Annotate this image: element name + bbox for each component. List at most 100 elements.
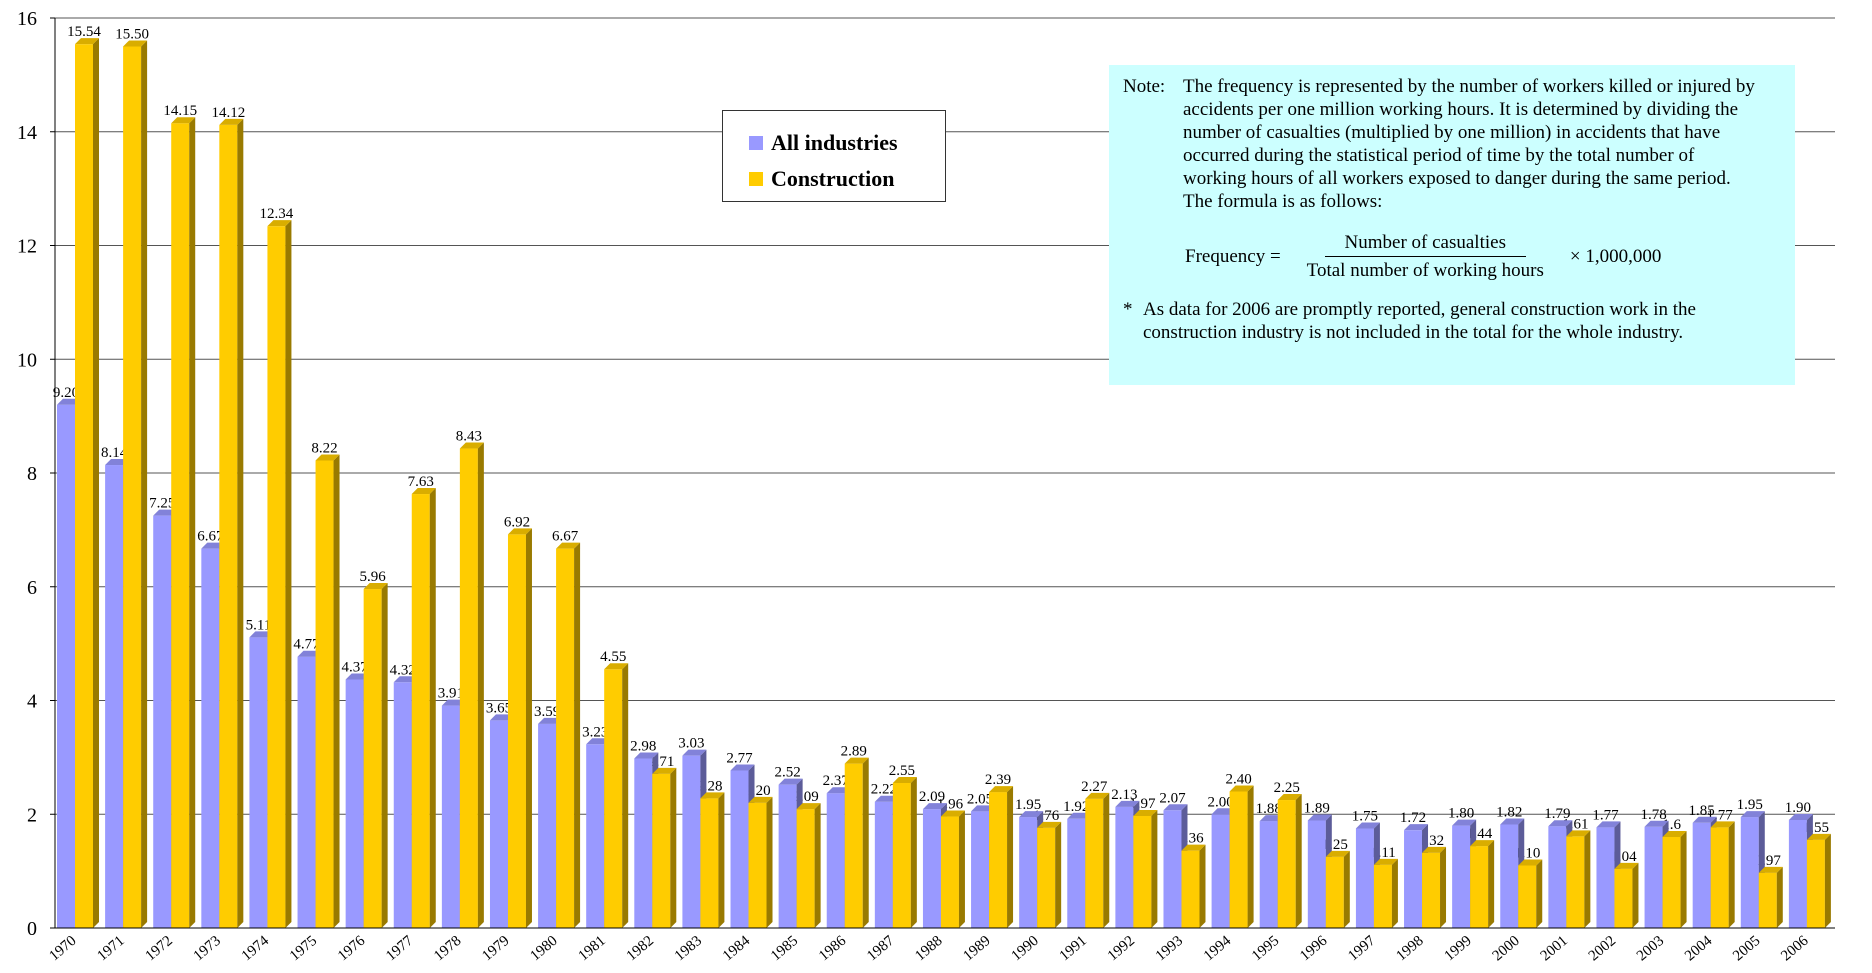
bar-construction-2006: [1806, 839, 1825, 928]
bar-construction-1980: [556, 548, 575, 928]
data-label-all-industries-1979: 3.65: [486, 700, 512, 716]
note-box: Note: The frequency is represented by th…: [1109, 65, 1795, 385]
x-tick-label-1973: 1973: [191, 933, 224, 965]
bar-all-industries-1984: [730, 770, 749, 928]
bar-top-all-industries-1992: [1115, 800, 1140, 807]
data-label-construction-1975: 8.22: [311, 440, 337, 456]
y-tick-label: 14: [17, 122, 37, 144]
footnote-mark: *: [1123, 299, 1133, 320]
data-label-all-industries-1998: 1.72: [1400, 810, 1426, 826]
bar-top-construction-1971: [123, 40, 148, 47]
bar-top-all-industries-1997: [1355, 822, 1380, 829]
x-tick-label-2001: 2001: [1538, 933, 1571, 965]
data-label-construction-1994: 2.40: [1225, 772, 1251, 788]
bar-side-construction-2000: [1536, 859, 1543, 928]
bar-side-construction-1999: [1488, 840, 1495, 928]
bar-side-construction-1997: [1391, 858, 1398, 928]
bar-all-industries-1974: [249, 637, 268, 928]
bar-all-industries-1986: [826, 793, 845, 928]
bar-top-all-industries-1985: [778, 778, 803, 785]
bar-top-all-industries-2003: [1644, 820, 1669, 827]
bar-all-industries-1993: [1163, 810, 1182, 928]
bar-side-construction-2005: [1776, 866, 1783, 928]
bar-top-construction-2001: [1566, 830, 1591, 837]
bar-construction-2004: [1710, 827, 1729, 928]
data-label-all-industries-1974: 5.11: [246, 617, 272, 633]
data-label-all-industries-2001: 1.79: [1544, 806, 1570, 822]
bar-top-construction-2005: [1758, 866, 1783, 873]
bar-all-industries-1992: [1115, 806, 1134, 928]
bar-all-industries-1980: [538, 723, 557, 928]
bar-side-construction-1988: [958, 810, 965, 928]
bar-construction-1989: [989, 792, 1008, 928]
data-label-all-industries-2000: 1.82: [1496, 804, 1522, 820]
data-label-all-industries-1991: 1.92: [1063, 799, 1089, 815]
bar-all-industries-1975: [297, 656, 316, 928]
bar-top-construction-1979: [507, 528, 532, 535]
footnote-text: As data for 2006 are promptly reported, …: [1143, 299, 1696, 343]
data-label-all-industries-1978: 3.91: [438, 686, 464, 702]
bar-top-construction-1998: [1422, 846, 1447, 853]
bar-all-industries-2006: [1788, 819, 1807, 928]
bar-top-construction-1981: [604, 663, 629, 670]
bar-top-construction-2004: [1710, 821, 1735, 828]
x-tick-label-1983: 1983: [672, 933, 705, 965]
x-tick-label-1974: 1974: [239, 932, 273, 964]
bar-top-construction-1977: [411, 488, 436, 495]
data-label-construction-1970: 15.54: [67, 24, 101, 40]
x-tick-label-1972: 1972: [143, 933, 176, 965]
bar-top-construction-1980: [556, 542, 581, 549]
bar-construction-1974: [267, 226, 286, 929]
bar-top-all-industries-2006: [1788, 813, 1813, 820]
bar-all-industries-1994: [1211, 814, 1230, 928]
data-label-all-industries-1994: 2.00: [1207, 794, 1233, 810]
bar-construction-1997: [1373, 864, 1392, 928]
x-tick-label-1995: 1995: [1249, 933, 1282, 965]
bar-all-industries-1998: [1404, 830, 1423, 928]
data-label-construction-1976: 5.96: [360, 569, 387, 585]
bar-side-construction-1981: [622, 663, 629, 928]
bar-all-industries-1982: [634, 758, 653, 928]
data-label-all-industries-1996: 1.89: [1304, 801, 1330, 817]
data-label-all-industries-1985: 2.52: [774, 765, 800, 781]
data-label-construction-1971: 15.50: [115, 26, 149, 42]
bar-top-construction-1990: [1037, 821, 1062, 828]
data-label-all-industries-1976: 4.37: [342, 659, 369, 675]
x-tick-label-1978: 1978: [431, 933, 464, 965]
bar-top-construction-1984: [748, 796, 773, 803]
data-label-all-industries-1988: 2.09: [919, 789, 945, 805]
data-label-all-industries-1999: 1.80: [1448, 806, 1474, 822]
bar-construction-2001: [1566, 836, 1585, 928]
y-axis: 0 2 4 6 8 10 12 14 16: [17, 8, 56, 940]
bar-side-construction-1983: [718, 792, 725, 928]
bar-all-industries-1976: [345, 679, 364, 928]
legend-swatch-all-industries: [749, 136, 763, 150]
bar-top-construction-1997: [1373, 858, 1398, 865]
x-tick-label-1984: 1984: [720, 932, 754, 964]
footnote: * As data for 2006 are promptly reported…: [1123, 298, 1781, 344]
bar-top-construction-1970: [75, 38, 99, 45]
bar-top-construction-1973: [219, 118, 244, 125]
bar-all-industries-1991: [1067, 818, 1086, 928]
bar-top-construction-1976: [363, 583, 388, 590]
x-tick-label-2005: 2005: [1730, 933, 1763, 965]
bar-construction-1988: [940, 816, 959, 928]
bar-top-all-industries-1993: [1163, 804, 1188, 811]
bar-top-construction-1983: [700, 792, 725, 799]
bar-construction-1995: [1277, 800, 1296, 928]
bar-top-construction-1995: [1277, 794, 1302, 801]
bar-all-industries-1983: [682, 755, 701, 928]
data-label-construction-1986: 2.89: [841, 744, 867, 760]
data-label-construction-1978: 8.43: [456, 429, 482, 445]
bar-top-all-industries-2000: [1500, 818, 1525, 825]
bar-side-construction-2001: [1584, 830, 1591, 928]
data-label-all-industries-1986: 2.37: [823, 773, 850, 789]
bar-side-construction-1984: [766, 796, 773, 928]
data-label-construction-1972: 14.15: [163, 103, 197, 119]
bar-construction-1994: [1229, 791, 1248, 928]
bar-side-construction-1991: [1103, 792, 1110, 928]
bar-all-industries-1972: [153, 515, 172, 928]
bar-construction-1976: [363, 589, 382, 928]
bar-top-all-industries-1983: [682, 749, 707, 756]
bar-top-all-industries-2002: [1596, 821, 1621, 828]
